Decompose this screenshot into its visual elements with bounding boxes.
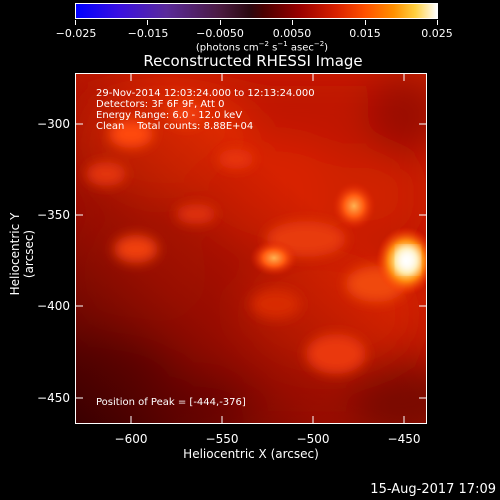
x-tick-label: −450 [387, 432, 421, 446]
x-tick-label: −550 [205, 432, 239, 446]
x-axis-label: Heliocentric X (arcsec) [183, 447, 319, 461]
colorbar [75, 3, 438, 19]
colorbar-tick [147, 20, 148, 25]
colorbar-tick [292, 20, 293, 25]
source-blob [332, 182, 376, 230]
colorbar-tick [75, 20, 76, 25]
y-tick-label: −450 [37, 391, 70, 405]
colorbar-tick-label: −0.025 [55, 27, 97, 40]
image-plot: 29-Nov-2014 12:03:24.000 to 12:13:24.000… [75, 73, 427, 424]
colorbar-units: (photons cm−2 s−1 asec−2) [195, 40, 329, 54]
colorbar-tick-label: −0.015 [127, 27, 169, 40]
peak-position-text: Position of Peak = [-444,-376] [96, 397, 246, 408]
plot-title: Reconstructed RHESSI Image [143, 52, 363, 70]
colorbar-tick-label: −0.0050 [196, 27, 244, 40]
info-time-range: 29-Nov-2014 12:03:24.000 to 12:13:24.000 [96, 88, 315, 99]
source-blob [250, 240, 298, 276]
colorbar-tick [220, 20, 221, 25]
y-tick-label: −300 [37, 117, 70, 131]
reconstructed-image [76, 74, 426, 423]
colorbar-tick [437, 20, 438, 25]
y-tick-label: −350 [37, 208, 70, 222]
colorbar-tick-label: 0.0050 [272, 27, 312, 40]
colorbar-tick-label: 0.015 [349, 27, 381, 40]
x-tick-label: −600 [114, 432, 148, 446]
info-detectors: Detectors: 3F 6F 9F, Att 0 [96, 99, 225, 110]
y-axis-label: Heliocentric Y (arcsec) [8, 212, 36, 296]
date-stamp: 15-Aug-2017 17:09 [370, 482, 496, 497]
y-tick-label: −400 [37, 299, 70, 313]
colorbar-tick-label: 0.025 [421, 27, 453, 40]
info-energy-range: Energy Range: 6.0 - 12.0 keV [96, 110, 243, 121]
x-tick-label: −500 [296, 432, 330, 446]
info-total-counts: Clean Total counts: 8.88E+04 [96, 121, 254, 132]
colorbar-tick [365, 20, 366, 25]
